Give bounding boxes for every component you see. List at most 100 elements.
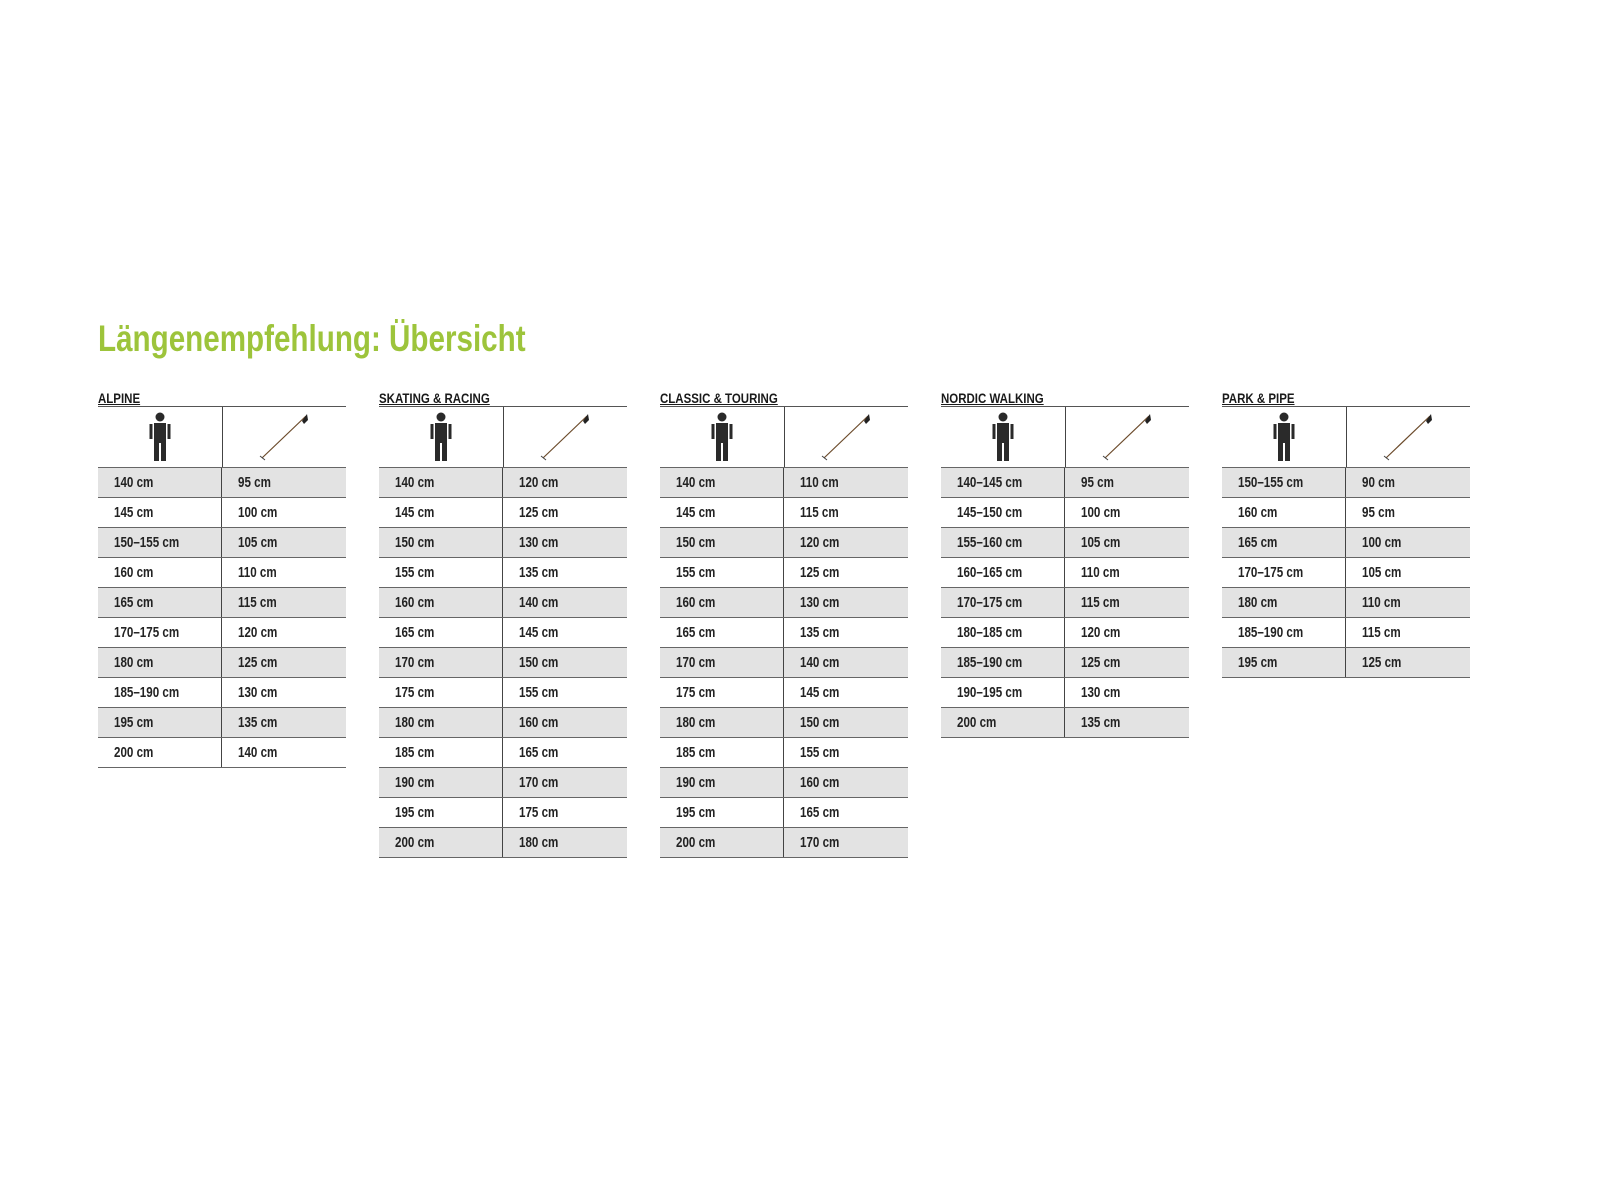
pole-length-cell: 95 cm bbox=[1362, 505, 1395, 521]
pole-length-cell: 160 cm bbox=[519, 715, 559, 731]
pole-length-cell: 170 cm bbox=[519, 775, 559, 791]
pole-length-cell: 180 cm bbox=[519, 835, 559, 851]
body-height-cell: 170–175 cm bbox=[1222, 558, 1346, 587]
ski-pole-icon bbox=[504, 407, 628, 467]
table-row: 175 cm 145 cm bbox=[660, 677, 908, 707]
body-height-cell: 150–155 cm bbox=[1222, 468, 1346, 497]
table-header bbox=[660, 406, 908, 467]
pole-length-cell: 125 cm bbox=[1362, 655, 1402, 671]
table-row: 195 cm 175 cm bbox=[379, 797, 627, 827]
table-row: 155 cm 135 cm bbox=[379, 557, 627, 587]
table-row: 185 cm 155 cm bbox=[660, 737, 908, 767]
page-title: Längenempfehlung: Übersicht bbox=[98, 318, 526, 359]
pole-length-cell: 130 cm bbox=[238, 685, 278, 701]
body-height-cell: 145 cm bbox=[379, 498, 503, 527]
body-height-cell: 190 cm bbox=[660, 768, 784, 797]
table-row: 200 cm 140 cm bbox=[98, 737, 346, 768]
table-row: 140 cm 110 cm bbox=[660, 467, 908, 497]
table-row: 190 cm 160 cm bbox=[660, 767, 908, 797]
pole-length-cell: 110 cm bbox=[238, 565, 277, 581]
pole-length-cell: 135 cm bbox=[1081, 715, 1121, 731]
pole-length-cell: 140 cm bbox=[519, 595, 559, 611]
pole-length-cell: 130 cm bbox=[800, 595, 840, 611]
pole-length-cell: 110 cm bbox=[800, 475, 839, 491]
table-row: 170–175 cm 115 cm bbox=[941, 587, 1189, 617]
body-height-cell: 175 cm bbox=[379, 678, 503, 707]
table-row: 160 cm 110 cm bbox=[98, 557, 346, 587]
body-height-cell: 190–195 cm bbox=[941, 678, 1065, 707]
body-height-cell: 165 cm bbox=[1222, 528, 1346, 557]
table-row: 170–175 cm 120 cm bbox=[98, 617, 346, 647]
table-label: ALPINE bbox=[98, 390, 141, 406]
table-label: NORDIC WALKING bbox=[941, 390, 1044, 406]
body-height-cell: 155 cm bbox=[660, 558, 784, 587]
table-row: 145 cm 100 cm bbox=[98, 497, 346, 527]
pole-length-cell: 105 cm bbox=[238, 535, 278, 551]
body-height-cell: 200 cm bbox=[941, 708, 1065, 737]
pole-length-cell: 150 cm bbox=[519, 655, 559, 671]
person-icon bbox=[379, 407, 504, 467]
table-row: 185–190 cm 125 cm bbox=[941, 647, 1189, 677]
table-row: 185–190 cm 115 cm bbox=[1222, 617, 1470, 647]
pole-length-cell: 125 cm bbox=[800, 565, 840, 581]
table-row: 165 cm 100 cm bbox=[1222, 527, 1470, 557]
table-row: 165 cm 145 cm bbox=[379, 617, 627, 647]
body-height-cell: 180–185 cm bbox=[941, 618, 1065, 647]
table-row: 150 cm 120 cm bbox=[660, 527, 908, 557]
table-row: 195 cm 135 cm bbox=[98, 707, 346, 737]
table-row: 160 cm 95 cm bbox=[1222, 497, 1470, 527]
pole-length-cell: 125 cm bbox=[519, 505, 559, 521]
table-header bbox=[98, 406, 346, 467]
size-table: PARK & PIPE 150–155 cm 90 cm 160 cm 95 cm 165… bbox=[1222, 390, 1470, 678]
pole-length-cell: 120 cm bbox=[519, 475, 559, 491]
table-row: 145 cm 125 cm bbox=[379, 497, 627, 527]
table-row: 150–155 cm 105 cm bbox=[98, 527, 346, 557]
table-label: CLASSIC & TOURING bbox=[660, 390, 778, 406]
table-row: 150 cm 130 cm bbox=[379, 527, 627, 557]
body-height-cell: 170 cm bbox=[660, 648, 784, 677]
body-height-cell: 140 cm bbox=[98, 468, 222, 497]
table-row: 180 cm 110 cm bbox=[1222, 587, 1470, 617]
table-row: 155 cm 125 cm bbox=[660, 557, 908, 587]
person-icon bbox=[941, 407, 1066, 467]
table-header bbox=[1222, 406, 1470, 467]
body-height-cell: 165 cm bbox=[379, 618, 503, 647]
table-row: 175 cm 155 cm bbox=[379, 677, 627, 707]
pole-length-cell: 125 cm bbox=[238, 655, 278, 671]
body-height-cell: 185 cm bbox=[660, 738, 784, 767]
table-row: 170 cm 150 cm bbox=[379, 647, 627, 677]
table-row: 140 cm 95 cm bbox=[98, 467, 346, 497]
pole-length-cell: 165 cm bbox=[800, 805, 840, 821]
table-label: SKATING & RACING bbox=[379, 390, 490, 406]
size-table: SKATING & RACING 140 cm 120 cm 145 cm 125 cm… bbox=[379, 390, 627, 858]
body-height-cell: 185–190 cm bbox=[98, 678, 222, 707]
body-height-cell: 180 cm bbox=[379, 708, 503, 737]
pole-length-cell: 110 cm bbox=[1081, 565, 1120, 581]
body-height-cell: 145 cm bbox=[98, 498, 222, 527]
pole-length-cell: 100 cm bbox=[1362, 535, 1402, 551]
body-height-cell: 190 cm bbox=[379, 768, 503, 797]
person-icon bbox=[98, 407, 223, 467]
pole-length-cell: 130 cm bbox=[519, 535, 559, 551]
pole-length-cell: 110 cm bbox=[1362, 595, 1401, 611]
person-icon bbox=[1222, 407, 1347, 467]
table-row: 145–150 cm 100 cm bbox=[941, 497, 1189, 527]
table-row: 190 cm 170 cm bbox=[379, 767, 627, 797]
table-row: 185–190 cm 130 cm bbox=[98, 677, 346, 707]
table-label: PARK & PIPE bbox=[1222, 390, 1295, 406]
body-height-cell: 155–160 cm bbox=[941, 528, 1065, 557]
body-height-cell: 170–175 cm bbox=[98, 618, 222, 647]
pole-length-cell: 135 cm bbox=[800, 625, 840, 641]
pole-length-cell: 135 cm bbox=[519, 565, 559, 581]
body-height-cell: 200 cm bbox=[379, 828, 503, 857]
table-row: 195 cm 125 cm bbox=[1222, 647, 1470, 678]
table-row: 185 cm 165 cm bbox=[379, 737, 627, 767]
table-row: 170 cm 140 cm bbox=[660, 647, 908, 677]
table-row: 160 cm 140 cm bbox=[379, 587, 627, 617]
table-row: 200 cm 170 cm bbox=[660, 827, 908, 858]
body-height-cell: 150–155 cm bbox=[98, 528, 222, 557]
pole-length-cell: 175 cm bbox=[519, 805, 559, 821]
person-icon bbox=[660, 407, 785, 467]
pole-length-cell: 115 cm bbox=[800, 505, 839, 521]
pole-length-cell: 90 cm bbox=[1362, 475, 1395, 491]
